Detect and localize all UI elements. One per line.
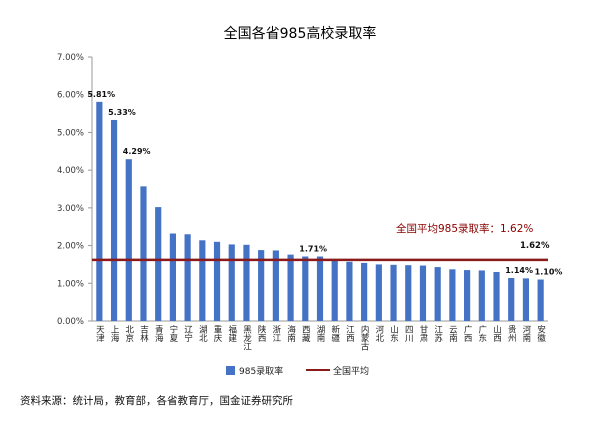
x-tick-label: 山东	[389, 324, 399, 342]
x-tick-label: 黑龙江	[241, 325, 251, 351]
x-tick-label: 新疆	[330, 324, 340, 343]
bar	[184, 234, 191, 321]
bar	[390, 264, 397, 321]
bar	[228, 244, 235, 321]
bar	[434, 267, 441, 321]
bar	[331, 259, 338, 321]
bar	[110, 119, 118, 322]
average-line-group: 全国平均985录取率：1.62% 1.62%	[92, 222, 550, 262]
bar	[537, 279, 544, 321]
x-tick-label: 甘肃	[418, 324, 428, 343]
bar	[419, 265, 427, 321]
bar	[464, 270, 471, 321]
x-tick-label: 重庆	[212, 324, 222, 343]
x-tick-label: 山西	[492, 324, 502, 343]
bar	[508, 278, 515, 321]
y-tick-label: 4.00%	[57, 166, 84, 176]
x-tick-label: 广西	[462, 324, 472, 343]
y-tick-label: 3.00%	[57, 204, 84, 214]
y-tick-label: 1.00%	[57, 279, 84, 289]
bar	[316, 256, 324, 321]
bar	[493, 271, 500, 321]
bar	[302, 256, 309, 321]
bar	[243, 244, 250, 321]
y-tick-label: 7.00%	[57, 53, 84, 63]
y-tick-label: 0.00%	[57, 317, 84, 327]
data-label: 5.33%	[108, 108, 136, 117]
x-tick-label: 宁夏	[168, 324, 178, 342]
x-tick-label: 安徽	[536, 324, 546, 343]
x-tick-label: 陕西	[256, 324, 266, 343]
x-tick-label: 河北	[374, 324, 384, 343]
bar	[258, 250, 265, 321]
x-tick-label: 上海	[109, 325, 119, 343]
bar	[522, 278, 530, 321]
x-tick-label: 青海	[153, 324, 163, 343]
data-label: 5.81%	[87, 90, 115, 99]
bar	[96, 101, 103, 321]
bar	[169, 233, 176, 321]
legend-label-bars: 985录取率	[239, 365, 283, 377]
legend-swatch-bars	[226, 366, 235, 375]
x-tick-label: 天津	[94, 325, 104, 343]
data-label: 1.14%	[505, 266, 533, 275]
x-tick-labels: 天津 上海 北京 吉林 青海 宁夏 辽宁 湖北 重庆 福建 黑龙江 陕西 浙江 海南 西藏 湖南 新疆 江西 内蒙古…	[94, 324, 546, 351]
x-tick-label: 北京	[124, 325, 134, 343]
x-tick-label: 福建	[227, 324, 237, 343]
bar	[155, 207, 162, 321]
x-tick-label: 海南	[286, 324, 296, 342]
data-label: 1.10%	[535, 268, 563, 277]
bar	[375, 264, 382, 321]
x-tick-label: 浙江	[271, 324, 281, 343]
data-label: 1.71%	[299, 245, 327, 254]
bar	[213, 241, 221, 321]
y-tick-label: 6.00%	[57, 91, 84, 101]
y-tick-label: 2.00%	[57, 242, 84, 252]
data-label: 4.29%	[123, 147, 151, 156]
data-labels: 5.81% 5.33% 4.29% 1.71% 1.14% 1.10%	[87, 90, 562, 277]
x-tick-label: 广东	[477, 324, 487, 342]
x-tick-label: 湖南	[315, 325, 325, 342]
bars	[96, 101, 544, 322]
bar	[199, 240, 206, 321]
average-value-label: 1.62%	[520, 241, 550, 251]
x-tick-label: 云南	[447, 325, 457, 342]
x-tick-label: 吉林	[138, 325, 148, 343]
y-tick-label: 5.00%	[57, 128, 84, 138]
x-tick-label: 贵州	[506, 324, 516, 342]
bar	[405, 265, 412, 321]
legend: 985录取率 全国平均	[226, 365, 369, 377]
x-tick-label: 西藏	[300, 325, 310, 343]
bar	[346, 261, 353, 321]
bar	[140, 186, 147, 321]
x-tick-label: 江西	[344, 325, 354, 343]
x-tick-label: 河南	[521, 324, 531, 342]
chart-title: 全国各省985高校录取率	[224, 25, 377, 42]
bar	[125, 159, 132, 321]
source-note: 资料来源：统计局，教育部，各省教育厅，国金证券研究所	[20, 394, 293, 407]
x-tick-label: 辽宁	[183, 325, 193, 342]
bar	[361, 262, 368, 321]
bar	[287, 254, 294, 321]
x-tick-label: 内蒙古	[359, 324, 369, 351]
legend-label-line: 全国平均	[333, 365, 369, 377]
x-tick-label: 四川	[403, 325, 413, 342]
bar	[478, 270, 485, 321]
x-tick-label: 湖北	[197, 325, 207, 343]
bar	[449, 269, 456, 321]
x-tick-label: 江苏	[433, 325, 443, 343]
bar	[272, 250, 279, 321]
average-annotation: 全国平均985录取率：1.62%	[396, 222, 533, 235]
